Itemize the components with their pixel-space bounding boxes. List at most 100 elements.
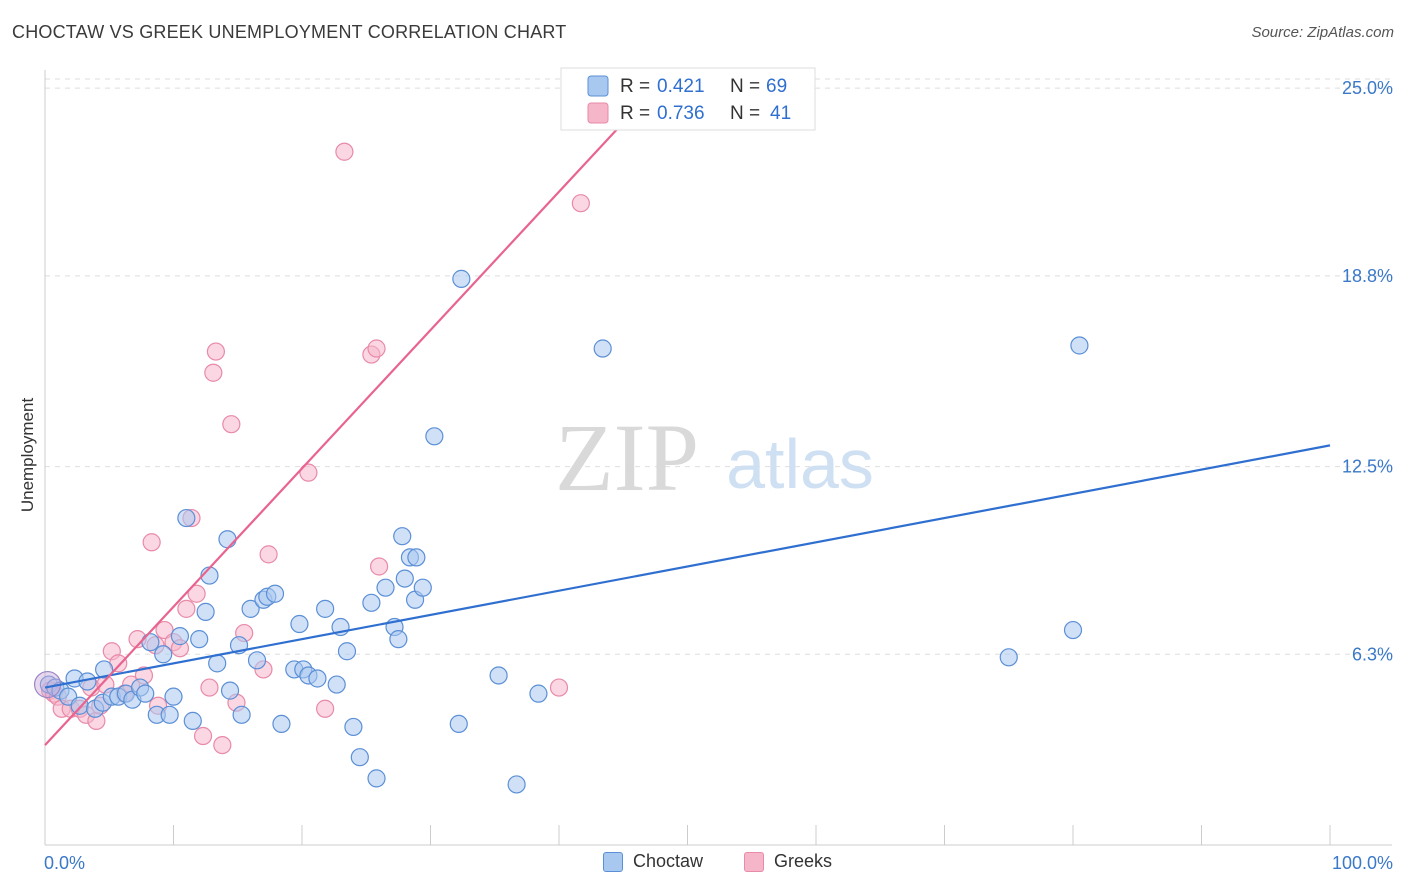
choctaw-point-27	[208, 654, 227, 673]
greeks-point-28	[204, 363, 223, 382]
choctaw-point-29	[220, 681, 240, 700]
greeks-point-37	[316, 699, 335, 718]
choctaw-point-62	[452, 269, 471, 288]
choctaw-point-46	[337, 642, 357, 661]
choctaw-point-24	[190, 630, 209, 649]
choctaw-point-49	[362, 593, 381, 612]
bottom-legend-greeks[interactable]: Greeks	[744, 851, 832, 872]
legend-n-label-choctaw: N =	[730, 76, 760, 97]
greeks-point-27	[200, 678, 219, 697]
choctaw-point-37	[272, 714, 291, 734]
bottom-legend-label-choctaw: Choctaw	[633, 851, 704, 871]
greeks-point-36	[299, 463, 318, 482]
greeks-trend-line	[44, 69, 673, 746]
legend-r-label-choctaw: R =	[620, 76, 650, 97]
choctaw-point-32	[241, 599, 260, 618]
choctaw-point-68	[1063, 620, 1083, 640]
legend-n-label-greeks: N =	[730, 103, 760, 124]
choctaw-point-19	[160, 705, 179, 724]
choctaw-point-67	[999, 648, 1018, 667]
choctaw-point-18	[154, 645, 173, 664]
greeks-point-35	[259, 545, 278, 564]
watermark-zip: ZIP	[555, 404, 699, 511]
greeks-points	[41, 142, 590, 755]
axes	[44, 70, 1392, 846]
greeks-point-42	[571, 194, 590, 213]
choctaw-point-58	[407, 548, 426, 567]
greeks-point-25	[187, 584, 206, 603]
y-tick-label-1: 12.5%	[1342, 457, 1393, 477]
bottom-legend-swatch-greeks	[744, 851, 764, 872]
legend-n-value-choctaw: 69	[766, 76, 787, 97]
legend-swatch-choctaw	[587, 75, 609, 97]
choctaw-point-15	[136, 684, 155, 703]
choctaw-point-16	[141, 633, 160, 652]
watermark-atlas: atlas	[726, 425, 874, 503]
x-tick-label-min: 0.0%	[44, 853, 85, 873]
bottom-legend-label-greeks: Greeks	[774, 851, 833, 871]
x-tick-labels: 0.0% 100.0%	[44, 853, 1393, 873]
choctaw-point-60	[425, 427, 444, 446]
greeks-point-20	[155, 620, 174, 640]
choctaw-point-22	[177, 508, 196, 528]
greeks-point-30	[213, 735, 232, 755]
greeks-point-26	[193, 726, 213, 746]
bottom-legend-choctaw[interactable]: Choctaw	[603, 851, 703, 872]
choctaw-trend-line	[44, 444, 1331, 689]
choctaw-point-39	[290, 614, 309, 634]
legend-r-label-greeks: R =	[620, 103, 650, 124]
greeks-point-23	[177, 599, 196, 618]
choctaw-point-43	[316, 599, 335, 618]
choctaw-point-42	[308, 669, 327, 688]
greeks-point-29	[206, 342, 226, 361]
chart-title: CHOCTAW VS GREEK UNEMPLOYMENT CORRELATIO…	[12, 22, 567, 42]
choctaw-point-59	[413, 578, 432, 597]
choctaw-point-28	[218, 530, 237, 549]
bottom-legend: Choctaw Greeks	[0, 851, 1406, 877]
legend-swatch-greeks	[587, 102, 609, 124]
x-tick-label-max: 100.0%	[1332, 853, 1393, 873]
choctaw-point-65	[529, 684, 548, 703]
y-tick-label-2: 18.8%	[1342, 266, 1393, 286]
y-tick-labels: 6.3% 12.5% 18.8% 25.0%	[1342, 78, 1393, 664]
choctaw-point-63	[489, 666, 508, 685]
choctaw-point-36	[265, 584, 285, 603]
legend-n-value-greeks: 41	[770, 103, 791, 124]
greeks-point-17	[142, 533, 161, 552]
choctaw-point-31	[232, 705, 251, 724]
choctaw-point-50	[367, 769, 386, 788]
gridlines	[45, 78, 1392, 655]
choctaw-point-54	[393, 527, 412, 546]
trend-lines	[44, 69, 1331, 746]
choctaw-point-66	[593, 339, 612, 358]
bottom-legend-swatch-choctaw	[603, 851, 623, 872]
stats-legend: R = 0.421 N = 69 R = 0.736 N = 41	[560, 67, 816, 131]
choctaw-point-44	[327, 675, 346, 694]
choctaw-point-61	[449, 714, 468, 734]
source-credit: Source: ZipAtlas.com	[1251, 24, 1394, 41]
legend-r-value-choctaw: 0.421	[657, 76, 705, 97]
choctaw-point-23	[183, 711, 202, 730]
choctaw-point-64	[507, 775, 526, 794]
choctaw-point-21	[170, 627, 190, 646]
legend-r-value-greeks: 0.736	[657, 103, 705, 124]
choctaw-point-47	[344, 717, 363, 737]
y-tick-label-0: 6.3%	[1352, 644, 1393, 664]
choctaw-point-55	[395, 569, 414, 588]
greeks-point-39	[367, 339, 386, 358]
y-tick-label-3: 25.0%	[1342, 78, 1393, 98]
choctaw-points	[33, 269, 1089, 794]
choctaw-point-53	[389, 630, 408, 649]
choctaw-point-48	[350, 748, 369, 767]
greeks-point-41	[370, 557, 389, 576]
choctaw-point-20	[164, 687, 183, 706]
choctaw-point-9	[95, 660, 114, 679]
choctaw-point-69	[1070, 336, 1089, 355]
choctaw-point-51	[376, 578, 395, 597]
greeks-point-43	[549, 678, 569, 697]
choctaw-point-25	[196, 602, 215, 621]
choctaw-point-33	[247, 651, 267, 670]
greeks-point-31	[222, 415, 241, 434]
watermark: ZIP atlas	[555, 404, 874, 511]
